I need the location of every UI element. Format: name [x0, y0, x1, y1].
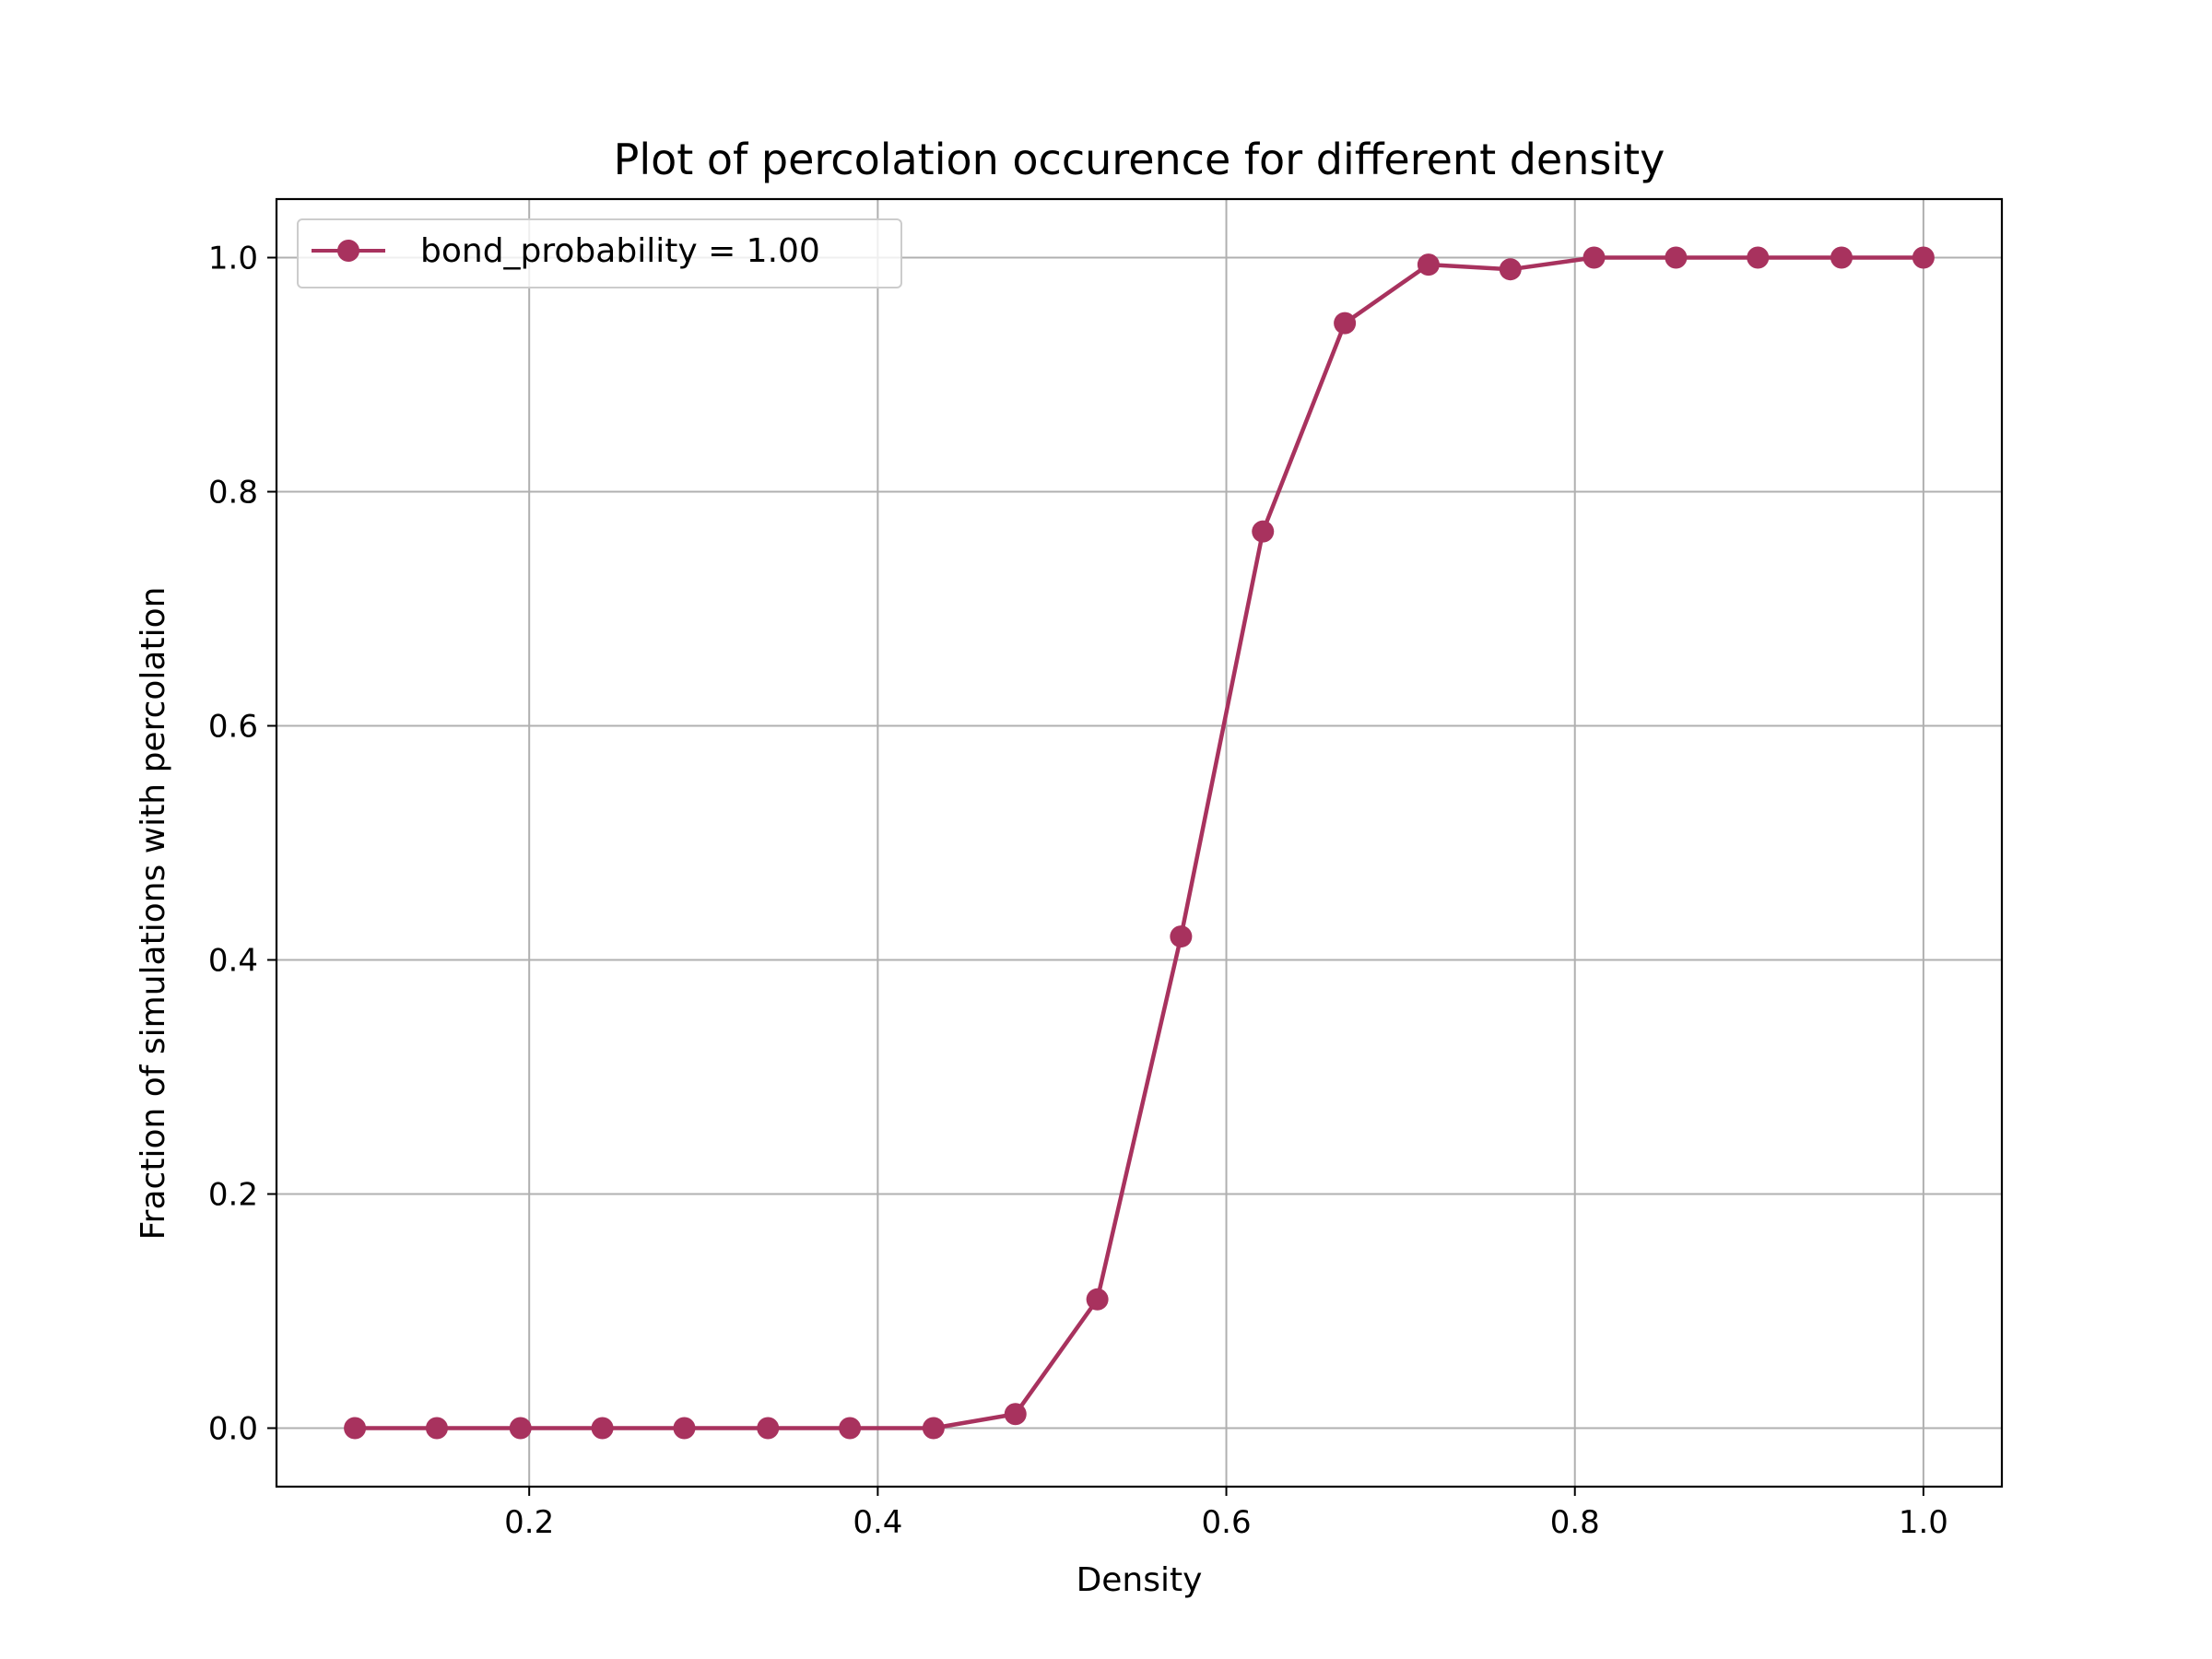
- data-point-marker: [1417, 253, 1440, 276]
- legend-box: [297, 218, 902, 288]
- x-tick-label: 1.0: [1899, 1504, 1948, 1541]
- legend-marker-swatch: [337, 240, 359, 262]
- data-point-marker: [1747, 246, 1770, 269]
- x-tick-label: 0.2: [504, 1504, 554, 1541]
- data-point-marker: [591, 1417, 614, 1440]
- data-point-marker: [1170, 925, 1193, 948]
- y-tick-label: 1.0: [208, 241, 258, 277]
- x-tick-label: 0.8: [1550, 1504, 1600, 1541]
- y-tick-label: 0.0: [208, 1411, 258, 1448]
- legend-entry-label: bond_probability = 1.00: [420, 232, 820, 270]
- y-tick-label: 0.2: [208, 1177, 258, 1214]
- data-point-marker: [1665, 246, 1688, 269]
- data-point-marker: [1912, 246, 1935, 269]
- data-point-marker: [673, 1417, 696, 1440]
- data-point-marker: [1830, 246, 1853, 269]
- series-layer: [344, 246, 1935, 1440]
- data-point-marker: [425, 1417, 448, 1440]
- y-tick-label: 0.6: [208, 709, 258, 746]
- data-point-marker: [1583, 246, 1606, 269]
- y-tick-label: 0.8: [208, 475, 258, 512]
- data-point-marker: [1252, 520, 1275, 543]
- chart-title: Plot of percolation occurence for differ…: [614, 135, 1665, 184]
- y-tick-label: 0.4: [208, 943, 258, 980]
- data-point-marker: [757, 1417, 780, 1440]
- data-point-marker: [839, 1417, 862, 1440]
- x-tick-label: 0.6: [1202, 1504, 1252, 1541]
- y-axis-label: Fraction of simulations with percolation: [135, 587, 172, 1241]
- plot-area-frame: [275, 197, 2004, 1488]
- data-point-marker: [1004, 1403, 1027, 1426]
- tick-layer: 0.2 0.4 0.6 0.8 1.0 0.0 0.2 0.4 0.6 0.8 1.0: [208, 241, 1948, 1542]
- data-point-marker: [1499, 258, 1522, 281]
- data-point-marker: [344, 1417, 367, 1440]
- series-line: [352, 255, 1926, 1430]
- x-tick-label: 0.4: [853, 1504, 902, 1541]
- data-point-marker: [1334, 312, 1357, 335]
- data-point-marker: [509, 1417, 532, 1440]
- x-axis-label: Density: [1077, 1561, 1203, 1599]
- grid-layer: [276, 199, 2002, 1487]
- data-point-marker: [922, 1417, 945, 1440]
- legend: bond_probability = 1.00: [297, 218, 902, 288]
- data-point-marker: [1086, 1288, 1109, 1311]
